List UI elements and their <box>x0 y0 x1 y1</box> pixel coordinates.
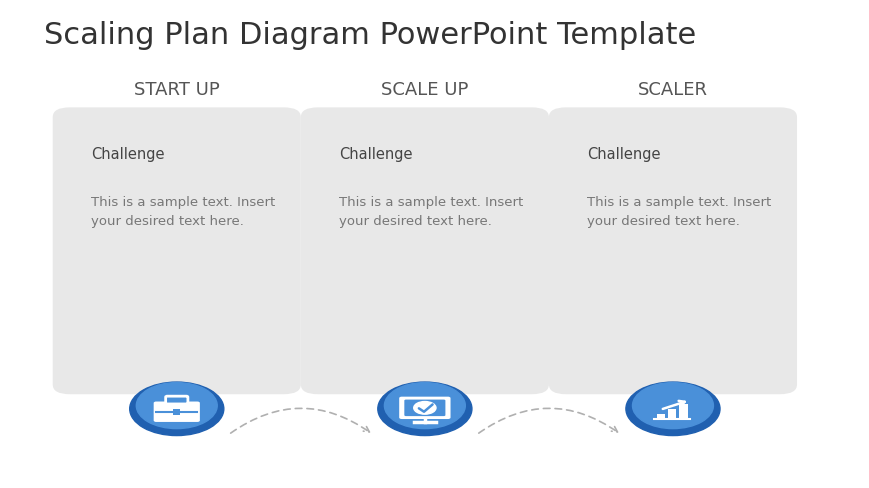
FancyBboxPatch shape <box>53 108 301 394</box>
Text: This is a sample text. Insert
your desired text here.: This is a sample text. Insert your desir… <box>587 196 771 227</box>
Text: SCALER: SCALER <box>637 81 707 99</box>
FancyBboxPatch shape <box>165 396 188 404</box>
Text: Challenge: Challenge <box>587 147 660 162</box>
Circle shape <box>377 382 471 436</box>
Circle shape <box>384 383 465 429</box>
Bar <box>678 404 687 419</box>
Text: Scaling Plan Diagram PowerPoint Template: Scaling Plan Diagram PowerPoint Template <box>44 21 695 50</box>
Text: This is a sample text. Insert
your desired text here.: This is a sample text. Insert your desir… <box>91 196 275 227</box>
Bar <box>656 414 665 419</box>
Text: Challenge: Challenge <box>339 147 413 162</box>
Circle shape <box>625 382 720 436</box>
FancyBboxPatch shape <box>301 108 548 394</box>
FancyBboxPatch shape <box>399 397 450 419</box>
Text: SCALE UP: SCALE UP <box>381 81 468 99</box>
Text: START UP: START UP <box>134 81 219 99</box>
Bar <box>667 409 675 419</box>
Circle shape <box>136 383 217 429</box>
Circle shape <box>632 383 713 429</box>
Bar <box>173 409 180 415</box>
FancyBboxPatch shape <box>154 402 200 422</box>
FancyBboxPatch shape <box>404 400 445 416</box>
Text: This is a sample text. Insert
your desired text here.: This is a sample text. Insert your desir… <box>339 196 523 227</box>
Text: Challenge: Challenge <box>91 147 164 162</box>
Circle shape <box>129 382 223 436</box>
FancyBboxPatch shape <box>548 108 796 394</box>
Circle shape <box>414 402 435 414</box>
